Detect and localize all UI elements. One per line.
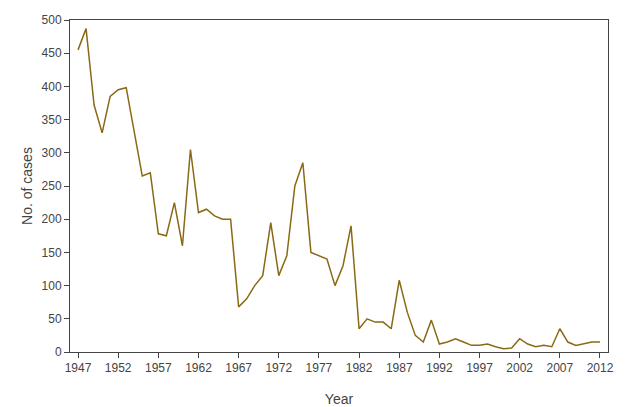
svg-text:1972: 1972 [265,361,292,375]
svg-text:1987: 1987 [386,361,413,375]
svg-text:1957: 1957 [145,361,172,375]
svg-text:1962: 1962 [185,361,212,375]
svg-text:1967: 1967 [225,361,252,375]
svg-text:450: 450 [42,46,62,60]
svg-text:No. of cases: No. of cases [19,147,35,225]
svg-text:250: 250 [42,179,62,193]
svg-text:1997: 1997 [466,361,493,375]
svg-text:350: 350 [42,113,62,127]
svg-text:2007: 2007 [546,361,573,375]
svg-text:150: 150 [42,246,62,260]
svg-text:1952: 1952 [105,361,132,375]
svg-text:300: 300 [42,146,62,160]
svg-text:0: 0 [55,345,62,359]
svg-text:400: 400 [42,80,62,94]
svg-text:1992: 1992 [426,361,453,375]
svg-text:1977: 1977 [306,361,333,375]
svg-text:50: 50 [48,312,62,326]
svg-text:500: 500 [42,13,62,27]
svg-text:1947: 1947 [65,361,92,375]
svg-text:100: 100 [42,279,62,293]
svg-text:2012: 2012 [587,361,614,375]
svg-text:200: 200 [42,212,62,226]
svg-text:Year: Year [325,391,354,407]
svg-text:2002: 2002 [506,361,533,375]
svg-text:1982: 1982 [346,361,373,375]
